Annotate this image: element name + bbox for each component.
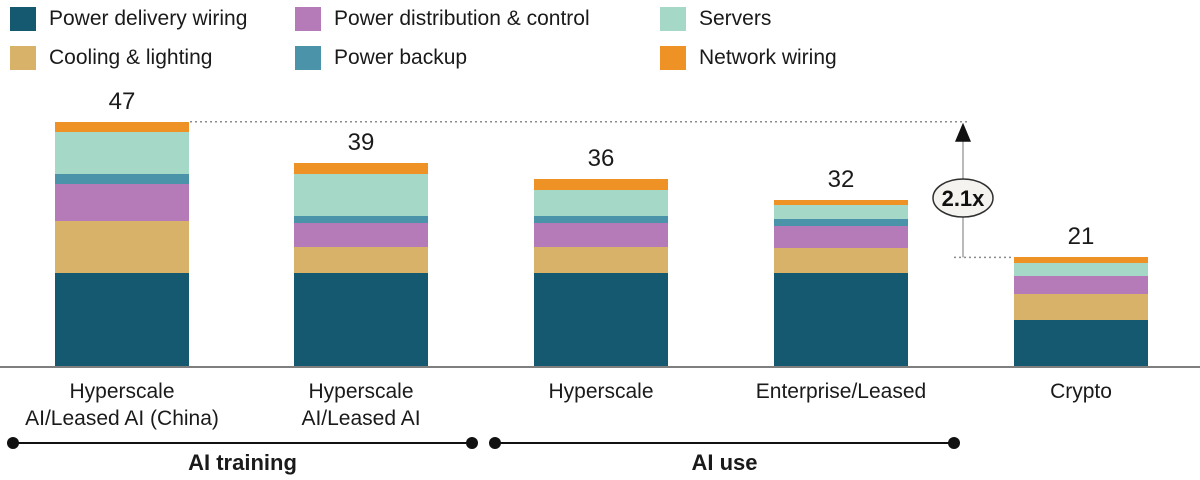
legend-swatch-cooling-lighting bbox=[10, 46, 36, 70]
ratio-badge-ellipse bbox=[932, 178, 994, 218]
segment-power-delivery-wiring bbox=[1014, 320, 1148, 367]
category-label-hyperscale-ai-leased-ai: Hyperscale AI/Leased AI bbox=[301, 380, 421, 430]
bar-value-label: 36 bbox=[587, 145, 615, 173]
category-label-hyperscale-ai-leased-ai-china: Hyperscale AI/Leased AI (China) bbox=[25, 380, 219, 430]
segment-power-backup bbox=[294, 215, 428, 224]
legend-swatch-power-backup bbox=[295, 46, 321, 70]
segment-network-wiring bbox=[774, 199, 908, 206]
group-endpoint-dot bbox=[7, 437, 19, 449]
bar-crypto bbox=[1014, 257, 1148, 367]
bar-hyperscale bbox=[534, 179, 668, 367]
arrow-up-icon bbox=[955, 122, 971, 142]
segment-servers bbox=[55, 132, 189, 174]
group-endpoint-dot bbox=[466, 437, 478, 449]
segment-servers bbox=[294, 173, 428, 216]
segment-servers bbox=[774, 205, 908, 220]
segment-servers bbox=[1014, 262, 1148, 276]
legend-swatch-servers bbox=[660, 7, 686, 31]
legend-label: Power backup bbox=[334, 46, 468, 69]
segment-network-wiring bbox=[55, 121, 189, 133]
legend-item-power-distribution-control: Power distribution & control bbox=[295, 6, 590, 32]
segment-power-backup bbox=[534, 215, 668, 224]
segment-power-distribution-control bbox=[294, 223, 428, 247]
segment-cooling-lighting bbox=[294, 246, 428, 274]
category-label-enterprise-leased: Enterprise/Leased bbox=[755, 380, 927, 403]
group-label-ai-training: AI training bbox=[188, 450, 297, 475]
legend-swatch-power-distribution-control bbox=[295, 7, 321, 31]
bar-value-label: 32 bbox=[827, 165, 855, 193]
segment-network-wiring bbox=[534, 179, 668, 190]
bar-hyperscale-ai-leased-ai-china bbox=[55, 121, 189, 367]
legend-swatch-network-wiring bbox=[660, 46, 686, 70]
legend-item-cooling-lighting: Cooling & lighting bbox=[10, 45, 212, 71]
segment-servers bbox=[534, 189, 668, 216]
bar-value-label: 47 bbox=[108, 87, 136, 115]
legend-label: Power delivery wiring bbox=[49, 7, 248, 30]
legend-item-servers: Servers bbox=[660, 6, 771, 32]
segment-cooling-lighting bbox=[55, 220, 189, 274]
segment-power-delivery-wiring bbox=[294, 273, 428, 367]
segment-power-distribution-control bbox=[1014, 275, 1148, 294]
segment-power-distribution-control bbox=[774, 226, 908, 248]
legend-label: Servers bbox=[699, 7, 772, 30]
segment-power-distribution-control bbox=[534, 223, 668, 247]
x-axis-line bbox=[0, 366, 1200, 368]
group-label-ai-use: AI use bbox=[691, 450, 758, 475]
ratio-label: 2.1x bbox=[942, 186, 986, 211]
legend-item-power-delivery-wiring: Power delivery wiring bbox=[10, 6, 247, 32]
segment-power-backup bbox=[774, 219, 908, 227]
bar-value-label: 39 bbox=[347, 129, 375, 157]
legend-label: Network wiring bbox=[699, 46, 837, 69]
segment-network-wiring bbox=[294, 163, 428, 174]
legend-label: Cooling & lighting bbox=[49, 46, 213, 69]
segment-power-delivery-wiring bbox=[534, 273, 668, 367]
group-endpoint-dot bbox=[489, 437, 501, 449]
bar-enterprise-leased bbox=[774, 199, 908, 367]
group-line-ai-use bbox=[495, 442, 954, 444]
segment-power-distribution-control bbox=[55, 184, 189, 221]
segment-cooling-lighting bbox=[1014, 293, 1148, 321]
segment-power-backup bbox=[55, 173, 189, 185]
legend-swatch-power-delivery-wiring bbox=[10, 7, 36, 31]
group-line-ai-training bbox=[13, 442, 472, 444]
legend-item-network-wiring: Network wiring bbox=[660, 45, 837, 71]
legend-item-power-backup: Power backup bbox=[295, 45, 467, 71]
segment-power-delivery-wiring bbox=[774, 273, 908, 367]
segment-cooling-lighting bbox=[534, 246, 668, 274]
category-label-crypto: Crypto bbox=[1050, 380, 1112, 403]
legend-label: Power distribution & control bbox=[334, 7, 590, 30]
bar-hyperscale-ai-leased-ai bbox=[294, 163, 428, 367]
group-endpoint-dot bbox=[948, 437, 960, 449]
segment-network-wiring bbox=[1014, 257, 1148, 263]
category-label-hyperscale: Hyperscale bbox=[548, 380, 654, 403]
segment-cooling-lighting bbox=[774, 248, 908, 274]
segment-power-delivery-wiring bbox=[55, 273, 189, 367]
bar-value-label: 21 bbox=[1067, 223, 1095, 251]
